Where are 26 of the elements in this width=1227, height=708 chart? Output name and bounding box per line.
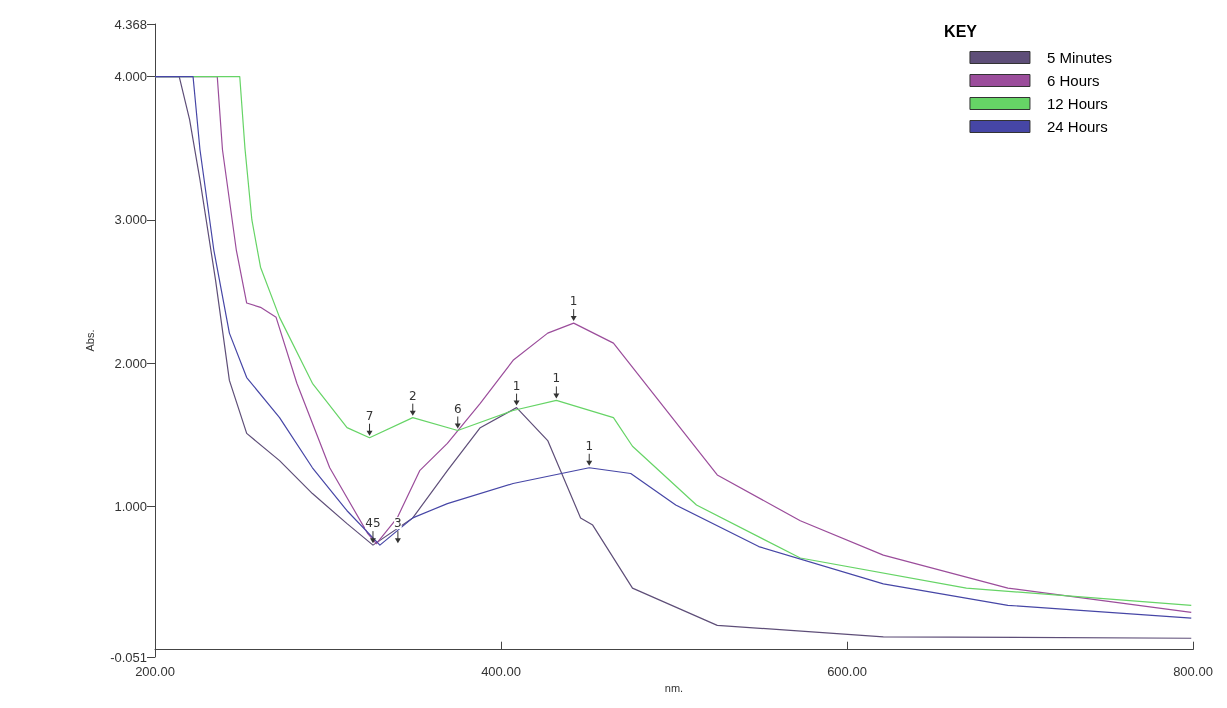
legend-title: KEY	[944, 22, 978, 40]
annotation: 1	[512, 378, 521, 393]
legend-label: 12 Hours	[1046, 95, 1108, 112]
legend-label: 24 Hours	[1046, 118, 1108, 135]
annotation: 1	[585, 438, 594, 453]
annotation: 7	[365, 408, 374, 423]
y-tick-label: 4.368	[114, 16, 147, 32]
annotation: 1	[552, 371, 561, 386]
y-axis-title: Abs.	[83, 329, 96, 352]
x-tick-label: 400.00	[481, 664, 521, 679]
annotation: 3	[394, 516, 402, 531]
x-axis-title: nm.	[664, 682, 684, 695]
y-tick-label: -0.051	[110, 649, 147, 665]
x-tick-label: 800.00	[1173, 664, 1213, 679]
legend-label: 6 Hours	[1046, 72, 1100, 89]
legend-label: 5 Minutes	[1046, 49, 1113, 66]
annotation: 1	[569, 294, 578, 309]
y-tick-label: 2.000	[114, 355, 147, 371]
x-tick-label: 200.00	[135, 664, 175, 679]
y-tick-label: 1.000	[114, 498, 147, 514]
annotation: 45	[365, 516, 381, 531]
y-tick-label: 3.000	[114, 212, 147, 228]
y-tick-label: 4.000	[114, 69, 147, 85]
x-tick-label: 600.00	[827, 664, 867, 679]
annotation: 2	[408, 388, 417, 403]
annotation: 6	[453, 401, 462, 416]
